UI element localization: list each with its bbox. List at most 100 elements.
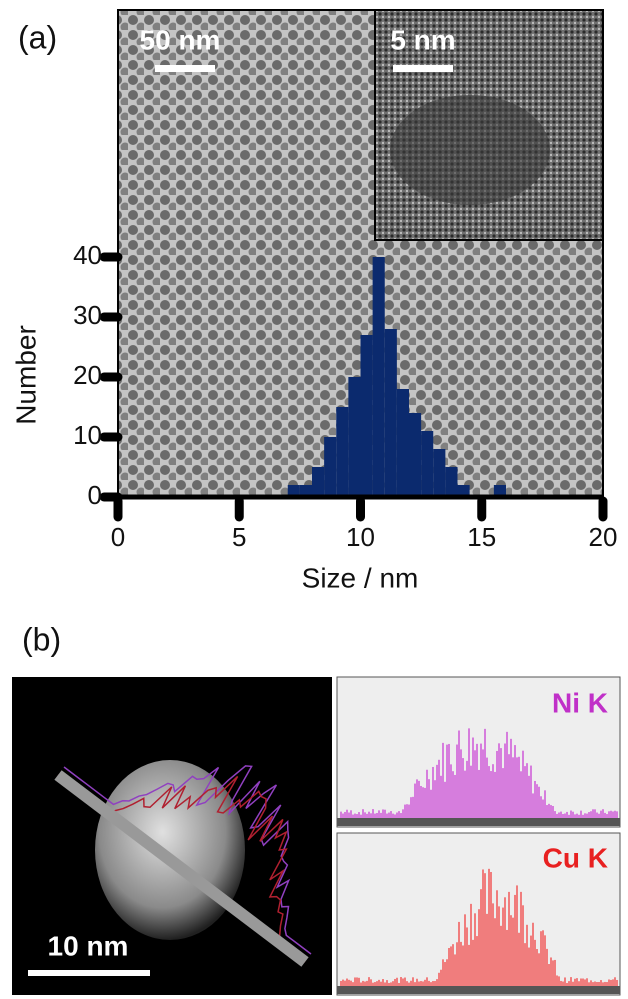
eds-count bbox=[580, 810, 582, 818]
eds-count bbox=[602, 982, 604, 986]
eds-count bbox=[544, 790, 546, 818]
line-scan bbox=[54, 770, 309, 967]
eds-count bbox=[464, 914, 466, 986]
eds-count bbox=[550, 805, 552, 818]
eds-count bbox=[428, 980, 430, 986]
eds-count bbox=[354, 977, 356, 986]
eds-count bbox=[450, 946, 452, 986]
eds-count bbox=[350, 810, 352, 818]
eds-count bbox=[362, 980, 364, 986]
eds-count bbox=[526, 924, 528, 986]
eds-count bbox=[510, 915, 512, 986]
y-tick-label: 10 bbox=[73, 420, 102, 450]
eds-count bbox=[538, 953, 540, 986]
eds-count bbox=[498, 906, 500, 986]
eds-count bbox=[450, 764, 452, 818]
eds-count bbox=[616, 811, 618, 818]
eds-count bbox=[432, 981, 434, 986]
eds-count bbox=[580, 978, 582, 986]
eds-count bbox=[384, 982, 386, 986]
eds-count bbox=[382, 809, 384, 818]
eds-count bbox=[410, 797, 412, 818]
eds-count bbox=[552, 806, 554, 818]
eds-count bbox=[570, 977, 572, 986]
eds-count bbox=[564, 977, 566, 986]
eds-count bbox=[582, 978, 584, 986]
eds-count bbox=[340, 980, 342, 986]
eds-count bbox=[552, 960, 554, 986]
eds-count bbox=[398, 982, 400, 986]
eds-count bbox=[412, 977, 414, 986]
eds-count bbox=[506, 731, 508, 818]
eds-count bbox=[344, 980, 346, 986]
eds-count bbox=[548, 803, 550, 818]
eds-count bbox=[424, 979, 426, 986]
eds-count bbox=[378, 979, 380, 986]
eds-count bbox=[384, 809, 386, 818]
eds-count bbox=[372, 982, 374, 986]
eds-count bbox=[440, 775, 442, 818]
eds-count bbox=[434, 981, 436, 986]
scale-bar bbox=[155, 65, 215, 72]
eds-profiles bbox=[340, 728, 618, 986]
eds-count bbox=[522, 905, 524, 986]
scale-bar bbox=[28, 970, 150, 976]
eds-count bbox=[466, 927, 468, 986]
eds-count bbox=[508, 754, 510, 818]
eds-count bbox=[452, 944, 454, 986]
eds-count bbox=[406, 981, 408, 986]
eds-count bbox=[588, 812, 590, 818]
eds-count bbox=[484, 728, 486, 818]
eds-count bbox=[422, 787, 424, 818]
eds-count bbox=[360, 814, 362, 818]
eds-count bbox=[600, 810, 602, 818]
eds-count bbox=[426, 769, 428, 818]
eds-count bbox=[568, 981, 570, 986]
eds-count bbox=[482, 749, 484, 818]
eds-count bbox=[598, 981, 600, 986]
eds-count bbox=[352, 814, 354, 818]
eds-count bbox=[604, 981, 606, 986]
eds-count bbox=[410, 980, 412, 986]
eds-count bbox=[606, 814, 608, 818]
eds-count bbox=[554, 959, 556, 986]
eds-count bbox=[418, 981, 420, 986]
eds-count bbox=[400, 977, 402, 986]
y-tick-label: 20 bbox=[73, 360, 102, 390]
eds-count bbox=[456, 942, 458, 986]
eds-count bbox=[454, 774, 456, 818]
eds-count bbox=[438, 972, 440, 986]
eds-count bbox=[460, 749, 462, 818]
eds-count bbox=[600, 980, 602, 986]
eds-count bbox=[406, 804, 408, 818]
bar bbox=[493, 485, 506, 497]
eds-count bbox=[494, 771, 496, 818]
eds-count bbox=[396, 977, 398, 986]
eds-count bbox=[490, 771, 492, 818]
eds-count bbox=[494, 918, 496, 986]
eds-count bbox=[354, 813, 356, 818]
eds-count bbox=[378, 810, 380, 818]
eds-count bbox=[468, 944, 470, 986]
eds-count bbox=[402, 978, 404, 986]
eds-count bbox=[484, 873, 486, 986]
eds-count bbox=[344, 811, 346, 818]
eds-count bbox=[412, 796, 414, 818]
eds-count bbox=[480, 743, 482, 818]
eds-count bbox=[368, 977, 370, 986]
eds-count bbox=[448, 743, 450, 818]
eds-count bbox=[574, 814, 576, 818]
eds-count bbox=[610, 979, 612, 986]
eds-count bbox=[374, 813, 376, 818]
eds-count bbox=[432, 766, 434, 818]
eds-count bbox=[442, 742, 444, 818]
eds-count bbox=[358, 977, 360, 986]
eds-count bbox=[514, 745, 516, 818]
eds-count bbox=[460, 941, 462, 986]
eds-count bbox=[560, 811, 562, 818]
x-tick-label: 10 bbox=[346, 522, 375, 552]
eds-count bbox=[402, 809, 404, 818]
panel-label: (b) bbox=[22, 621, 61, 657]
eds-count bbox=[342, 813, 344, 818]
eds-count bbox=[486, 913, 488, 986]
